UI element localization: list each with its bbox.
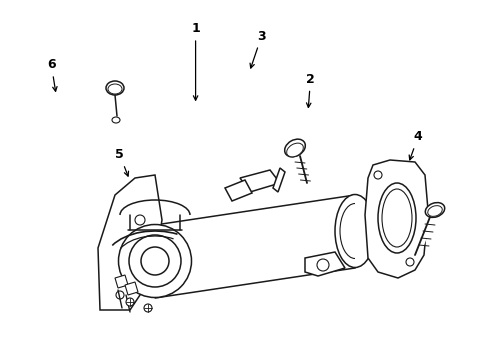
Text: 5: 5 [115,148,128,176]
Ellipse shape [141,247,169,275]
Ellipse shape [106,81,124,95]
Text: 2: 2 [305,73,314,107]
Ellipse shape [112,117,120,123]
Ellipse shape [143,304,152,312]
Ellipse shape [381,189,411,247]
Polygon shape [115,275,128,288]
Polygon shape [305,252,345,276]
Ellipse shape [108,84,122,94]
Text: 3: 3 [249,30,265,68]
Ellipse shape [425,203,444,217]
Polygon shape [155,195,354,298]
Polygon shape [272,168,285,192]
Ellipse shape [377,183,415,253]
Ellipse shape [116,291,124,299]
Ellipse shape [126,298,134,306]
Ellipse shape [118,225,191,297]
Ellipse shape [286,143,303,157]
Ellipse shape [135,215,145,225]
Text: 6: 6 [47,58,57,91]
Text: 1: 1 [191,22,200,100]
Ellipse shape [334,194,374,267]
Ellipse shape [129,235,181,287]
Polygon shape [364,160,427,278]
Polygon shape [224,180,251,201]
Text: 4: 4 [408,130,422,160]
Ellipse shape [284,139,305,157]
Ellipse shape [316,259,328,271]
Ellipse shape [405,258,413,266]
Ellipse shape [427,206,441,216]
Polygon shape [125,282,138,295]
Polygon shape [240,170,280,192]
Polygon shape [98,175,162,310]
Ellipse shape [373,171,381,179]
